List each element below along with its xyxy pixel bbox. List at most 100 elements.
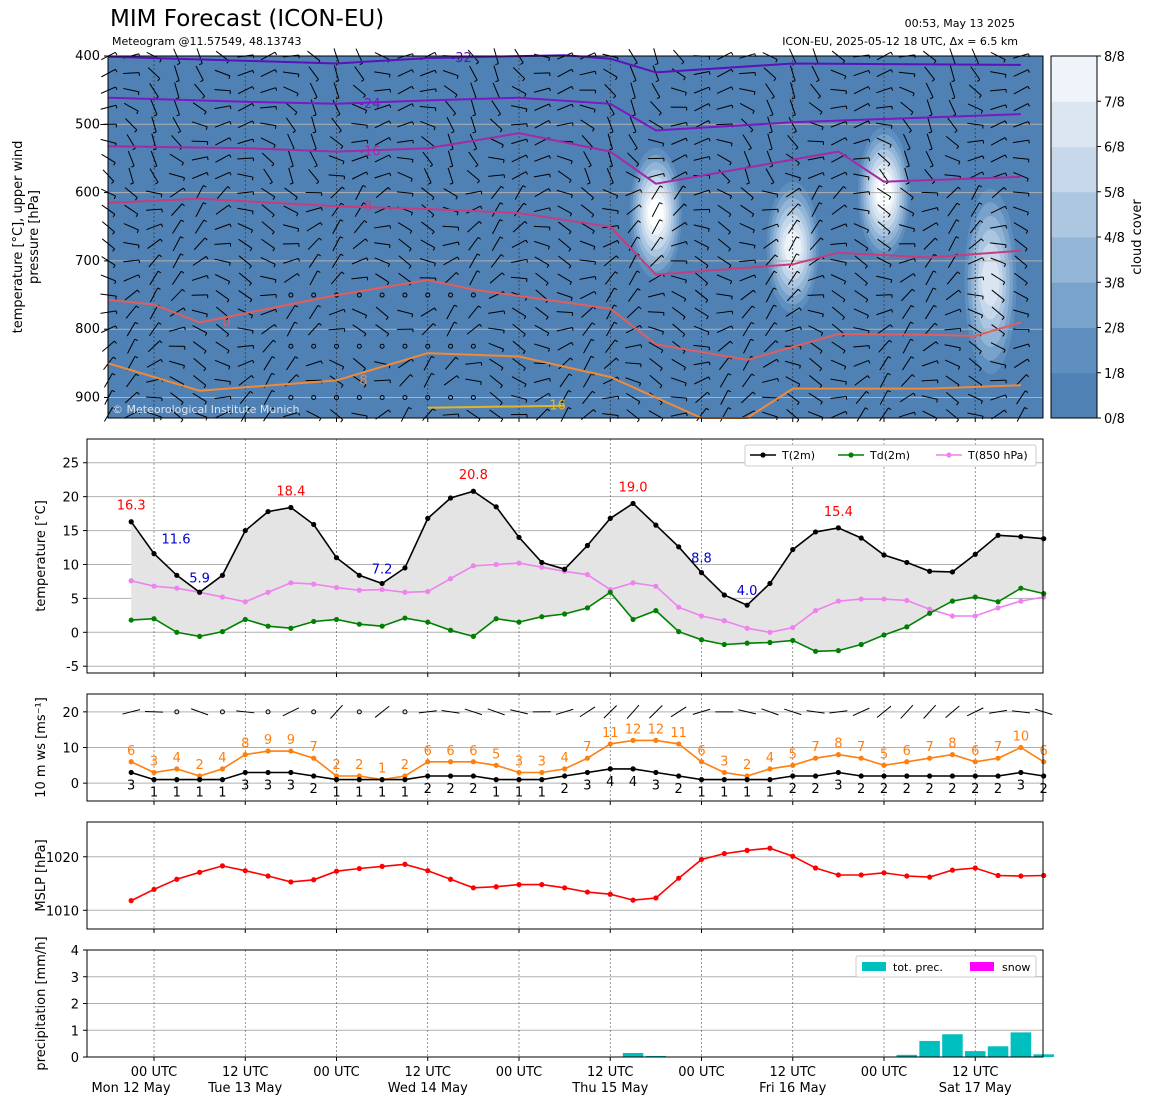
wind-barb [274, 125, 277, 129]
wind-barb [670, 412, 687, 417]
calm-marker [425, 292, 431, 298]
wind-barb [968, 84, 982, 96]
wind-barb [616, 255, 619, 259]
wind-barb [548, 188, 551, 192]
data-point-gust [288, 748, 294, 754]
wind-barb [671, 154, 686, 163]
wind-barb [411, 86, 414, 90]
data-point-t850 [881, 596, 887, 602]
wind-barb [215, 290, 230, 301]
wind-barb [990, 394, 1006, 401]
wind-barb [842, 316, 845, 321]
data-point-td2m [653, 608, 659, 614]
wind-barb [855, 391, 867, 404]
wind-barb [290, 165, 294, 168]
legend-label: tot. prec. [893, 961, 943, 974]
data-point-gust [972, 759, 978, 765]
data-point-mslp [493, 884, 499, 890]
wind-barb [876, 87, 892, 94]
wind-barb [1027, 103, 1030, 107]
wind-barb [375, 324, 389, 335]
wind-barb [708, 228, 710, 232]
wind-barb [238, 238, 253, 249]
wind-barb [967, 276, 984, 280]
wind-barb [282, 707, 300, 717]
wind-barb [913, 273, 916, 277]
wind-barb [228, 366, 231, 370]
wind-barb [739, 88, 756, 93]
data-point-t850 [379, 586, 385, 593]
wind-barb [966, 707, 984, 717]
wind-barb [632, 97, 636, 100]
wind-barb [310, 133, 317, 150]
wind-barb [990, 104, 1006, 111]
wind-barb [184, 326, 186, 331]
wind-barb [558, 255, 572, 267]
wind-barb [261, 238, 275, 249]
wind-barb [968, 340, 982, 352]
wind-barb [454, 94, 458, 98]
wind-barb [330, 271, 343, 285]
gust-value-label: 8 [834, 737, 842, 752]
wind-barb [854, 272, 868, 284]
wind-barb [638, 204, 642, 208]
wind-barb [876, 275, 892, 281]
wind-barb [420, 307, 435, 317]
wind-barb [1026, 212, 1029, 216]
wind-barb [512, 358, 526, 369]
wind-barb [560, 390, 569, 405]
gust-value-label: 2 [401, 758, 409, 773]
wind-barb [249, 407, 253, 410]
wind-barb [980, 400, 983, 405]
gust-value-label: 7 [583, 740, 591, 755]
wind-barb [584, 167, 591, 184]
wind-barb [913, 228, 916, 233]
wind-barb [389, 104, 392, 108]
wind-barb [956, 202, 960, 206]
wind-barb [671, 290, 686, 300]
wind-barb [260, 294, 277, 297]
wind-barb [579, 276, 596, 280]
wind-barb [968, 238, 982, 250]
wind-barb [651, 202, 660, 218]
wind-barb [876, 137, 892, 146]
wind-barb [237, 308, 253, 316]
wind-barb [1013, 121, 1029, 128]
wind-barb [421, 136, 435, 147]
wind-barb [455, 272, 459, 276]
wind-barb [295, 356, 299, 359]
wind-barb [617, 240, 620, 244]
wind-barb [546, 332, 550, 337]
wind-barb [340, 202, 344, 206]
y-axis-label: temperature [°C], upper windpressure [hP… [11, 141, 42, 334]
legend-swatch [946, 452, 952, 458]
wind-barb [727, 180, 731, 184]
wind-barb [306, 410, 322, 419]
wind-barb [411, 314, 414, 318]
wind-barb [786, 392, 800, 403]
wind-barb [237, 102, 253, 112]
wind-barb [191, 140, 208, 143]
data-point-mean-wind [812, 773, 819, 779]
data-point-t850 [721, 618, 727, 624]
wind-barb [180, 419, 184, 423]
wind-barb [944, 328, 961, 331]
data-point-mslp [835, 872, 841, 878]
wind-barb [845, 137, 848, 141]
wind-barb [155, 182, 159, 185]
wind-barb [472, 114, 476, 117]
y-tick-label: 1010 [46, 904, 79, 919]
wind-barb [283, 257, 299, 264]
wind-barb [500, 185, 504, 189]
panel-frame [107, 55, 1044, 419]
wind-barb [605, 321, 615, 337]
wind-barb [374, 104, 390, 111]
wind-barb [627, 288, 639, 302]
wind-barb [694, 307, 709, 317]
wind-barb [317, 304, 321, 308]
data-point-t2m [333, 555, 340, 561]
wind-barb [660, 350, 664, 354]
wind-barb [765, 83, 775, 98]
wind-barb [397, 69, 413, 77]
